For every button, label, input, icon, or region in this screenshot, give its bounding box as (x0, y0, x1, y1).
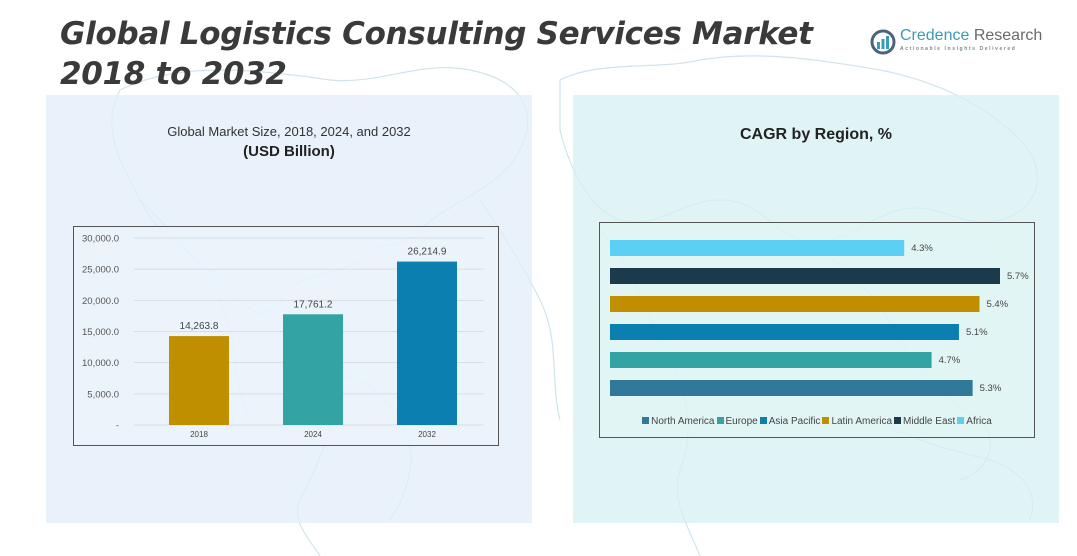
legend-label: Africa (966, 416, 992, 427)
logo-brand-primary: Credence (900, 27, 970, 44)
market-size-chart-title: Global Market Size, 2018, 2024, and 2032 (167, 124, 411, 139)
data-label: 14,263.8 (180, 321, 219, 332)
market-size-chart-frame: - 5,000.0 10,000.0 15,000.0 20,000.0 25,000.0… (73, 226, 499, 446)
data-label: 4.7% (939, 355, 961, 366)
legend-swatch (894, 417, 902, 424)
cagr-chart-title: CAGR by Region, % (739, 126, 892, 143)
page-title: Global Logistics Consulting Services Mar… (60, 16, 813, 92)
data-label: 17,761.2 (294, 299, 333, 310)
legend-swatch (716, 417, 724, 424)
legend-label: Europe (725, 416, 758, 427)
bar-europe (610, 352, 932, 368)
data-label: 26,214.9 (408, 247, 447, 258)
bar-2018 (169, 336, 229, 425)
y-tick-label: 5,000.0 (87, 389, 119, 400)
legend-swatch (957, 417, 965, 424)
y-tick-label: - (116, 421, 119, 432)
x-tick-label: 2018 (190, 430, 208, 439)
y-tick-label: 10,000.0 (82, 358, 119, 369)
bar-middle-east (610, 268, 1000, 284)
legend-label: North America (651, 416, 715, 427)
bar-north-america (610, 380, 973, 396)
legend-item: Asia Pacific (759, 416, 821, 427)
logo-brand-secondary: Research (973, 27, 1043, 44)
legend-item: Middle East (894, 416, 955, 427)
market-size-chart-unit: (USD Billion) (243, 143, 335, 160)
data-label: 5.4% (986, 299, 1008, 310)
data-label: 5.1% (966, 327, 988, 338)
market-size-bar-chart: - 5,000.0 10,000.0 15,000.0 20,000.0 25,000.0… (82, 234, 484, 439)
y-tick-label: 15,000.0 (82, 327, 119, 338)
y-tick-label: 30,000.0 (82, 234, 119, 245)
cagr-horizontal-bar-chart: 4.3% 5.7% 5.4% 5.1% 4.7% 5.3% (610, 240, 1029, 396)
credence-research-logo[interactable]: Credence Research Actionable Insights De… (870, 27, 1050, 57)
legend-label: Latin America (831, 416, 893, 427)
legend-item: North America (642, 416, 715, 427)
legend-item: Africa (957, 416, 992, 427)
bar-latin-america (610, 296, 980, 312)
bar-africa (610, 240, 905, 256)
legend-swatch (642, 417, 650, 424)
cagr-chart-frame: 4.3% 5.7% 5.4% 5.1% 4.7% 5.3% (599, 222, 1035, 438)
legend-swatch (822, 417, 830, 424)
legend-label: Asia Pacific (768, 416, 821, 427)
bar-2024 (283, 314, 343, 425)
logo-brand: Credence Research (900, 27, 1042, 45)
data-label: 5.3% (980, 383, 1002, 394)
y-tick-label: 25,000.0 (82, 265, 119, 276)
y-tick-label: 20,000.0 (82, 296, 119, 307)
legend-item: Europe (716, 416, 758, 427)
data-label: 4.3% (911, 243, 933, 254)
legend-item: Latin America (822, 416, 892, 427)
legend-label: Middle East (903, 416, 956, 427)
bar-chart-circle-icon (870, 29, 896, 55)
x-tick-label: 2024 (304, 430, 322, 439)
cagr-legend: North America Europe Asia Pacific Latin Ame… (599, 416, 1035, 427)
bar-asia-pacific (610, 324, 959, 340)
data-label: 5.7% (1007, 271, 1029, 282)
bar-2032 (397, 261, 457, 425)
legend-swatch (759, 417, 767, 424)
x-tick-label: 2032 (418, 430, 436, 439)
logo-tagline: Actionable Insights Delivered (900, 46, 1017, 52)
